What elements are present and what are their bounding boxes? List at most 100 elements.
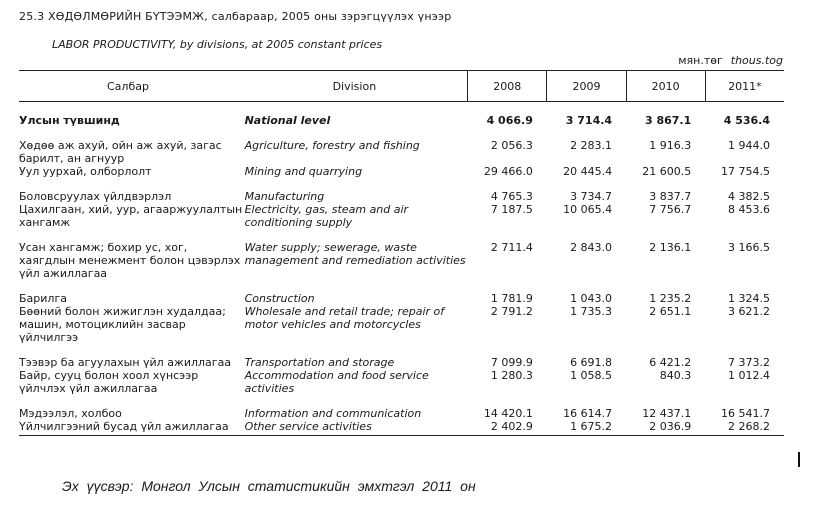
division-name-mn: Боловсруулах үйлдвэрлэл: [19, 190, 172, 203]
value-cell: 17 754.5: [721, 165, 770, 178]
value-cell: 12 437.1: [642, 407, 692, 420]
table-row: Барилга Construction 1 781.9 1 043.0 1 235.2…: [19, 280, 784, 305]
division-name-mn: Мэдээлэл, холбоо: [19, 407, 122, 420]
table-row: Бөөний болон жижиглэн худалдаа; машин, м…: [19, 305, 784, 344]
division-name-mn: Тээвэр ба агуулахын үйл ажиллагаа: [19, 356, 232, 369]
value-cell: 2 268.2: [705, 420, 784, 436]
value-cell: 21 600.5: [642, 165, 692, 178]
value-cell: 3 867.1: [644, 114, 692, 127]
division-name-mn: Бөөний болон жижиглэн худалдаа; машин, м…: [19, 305, 226, 344]
division-name-en: Mining and quarrying: [244, 165, 363, 178]
value-cell: 29 466.0: [483, 165, 533, 178]
table-row: Байр, сууц болон хоол хүнсээр үйлчлэх үй…: [19, 369, 784, 395]
division-name-en: Other service activities: [244, 420, 468, 436]
value-cell: 14 420.1: [483, 407, 533, 420]
value-cell: 1 280.3: [490, 369, 533, 382]
value-cell: 1 735.3: [570, 305, 613, 318]
division-name-en: Water supply; sewerage, waste management…: [244, 241, 466, 267]
header-year: 2010: [625, 70, 706, 102]
division-name-mn: Үйлчилгээний бусад үйл ажиллагаа: [19, 420, 245, 436]
division-name-en: Information and communication: [244, 407, 422, 420]
value-cell: 8 453.6: [728, 203, 770, 216]
division-name-en: Wholesale and retail trade; repair of mo…: [244, 305, 445, 331]
table-row: Боловсруулах үйлдвэрлэл Manufacturing 4 76…: [19, 178, 784, 203]
division-name-en: Electricity, gas, steam and air conditio…: [244, 203, 409, 229]
header-division-mn: Салбар: [19, 70, 245, 102]
table-body: Улсын түвшинд National level 4 066.9 3 714.…: [19, 102, 784, 436]
table-row: Цахилгаан, хий, уур, агааржуулалтын ханг…: [19, 203, 784, 229]
value-cell: 3 621.2: [728, 305, 770, 318]
table-row: Мэдээлэл, холбоо Information and communic…: [19, 395, 784, 420]
value-cell: 3 734.7: [570, 190, 613, 203]
value-cell: 7 373.2: [728, 356, 770, 369]
division-name-en: National level: [244, 114, 331, 127]
value-cell: 1 944.0: [728, 139, 770, 152]
text-cursor: [798, 452, 800, 467]
value-cell: 2 651.1: [649, 305, 692, 318]
value-cell: 2 791.2: [490, 305, 533, 318]
table-title: 25.3 ХӨДӨЛМӨРИЙН БҮТЭЭМЖ, салбараар, 200…: [19, 10, 452, 23]
value-cell: 4 382.5: [728, 190, 770, 203]
table-header-row: Салбар Division 2008 2009 2010 2011*: [19, 70, 784, 102]
header-year: 2009: [546, 70, 627, 102]
productivity-table: Салбар Division 2008 2009 2010 2011* Улс…: [19, 70, 784, 436]
value-cell: 840.3: [659, 369, 692, 382]
division-name-mn: Байр, сууц болон хоол хүнсээр үйлчлэх үй…: [19, 369, 199, 395]
value-cell: 20 445.4: [563, 165, 613, 178]
division-name-mn: Уул уурхай, олборлолт: [19, 165, 152, 178]
units-label: мян.төг thous.tog: [678, 54, 783, 67]
header-division-en: Division: [244, 70, 468, 102]
table-row: Усан хангамж; бохир ус, хог, хаягдлын ме…: [19, 229, 784, 280]
division-name-en: Accommodation and food service activitie…: [244, 369, 429, 395]
value-cell: 4 066.9: [486, 114, 533, 127]
value-cell: 4 765.3: [490, 190, 533, 203]
division-name-mn: Улсын түвшинд: [19, 114, 120, 127]
units-mn: мян.төг: [678, 54, 723, 67]
division-name-en: Manufacturing: [244, 190, 325, 203]
table-row-total: Улсын түвшинд National level 4 066.9 3 714.…: [19, 102, 784, 128]
value-cell: 3 714.4: [565, 114, 613, 127]
table-row: Уул уурхай, олборлолт Mining and quarryin…: [19, 165, 784, 178]
value-cell: 6 691.8: [570, 356, 613, 369]
header-year: 2011*: [704, 70, 784, 102]
source-note: Эх үүсвэр: Монгол Улсын статистикийн эмх…: [62, 478, 476, 494]
value-cell: 1 058.5: [570, 369, 613, 382]
value-cell: 1 043.0: [570, 292, 613, 305]
division-name-mn: Цахилгаан, хий, уур, агааржуулалтын ханг…: [19, 203, 243, 229]
value-cell: 2 711.4: [490, 241, 533, 254]
header-year: 2008: [467, 70, 547, 102]
division-name-en: Transportation and storage: [244, 356, 395, 369]
value-cell: 2 843.0: [570, 241, 613, 254]
table-subtitle: LABOR PRODUCTIVITY, by divisions, at 200…: [52, 38, 383, 51]
value-cell: 16 541.7: [721, 407, 770, 420]
units-en: thous.tog: [730, 54, 783, 67]
value-cell: 1 324.5: [728, 292, 770, 305]
value-cell: 4 536.4: [723, 114, 770, 127]
value-cell: 1 781.9: [490, 292, 533, 305]
value-cell: 7 099.9: [490, 356, 533, 369]
division-name-en: Construction: [244, 292, 315, 305]
value-cell: 2 136.1: [649, 241, 692, 254]
value-cell: 2 056.3: [490, 139, 533, 152]
value-cell: 3 166.5: [728, 241, 770, 254]
division-name-mn: Барилга: [19, 292, 67, 305]
division-name-mn: Усан хангамж; бохир ус, хог, хаягдлын ме…: [19, 241, 241, 280]
value-cell: 16 614.7: [563, 407, 613, 420]
value-cell: 1 012.4: [728, 369, 770, 382]
value-cell: 1 235.2: [649, 292, 692, 305]
table-row: Хөдөө аж ахуй, ойн аж ахуй, загас барилт…: [19, 127, 784, 165]
division-name-mn: Хөдөө аж ахуй, ойн аж ахуй, загас барилт…: [19, 139, 222, 165]
division-name-en: Agriculture, forestry and fishing: [244, 139, 420, 152]
value-cell: 2 283.1: [570, 139, 613, 152]
value-cell: 2 402.9: [467, 420, 547, 436]
value-cell: 3 837.7: [649, 190, 692, 203]
value-cell: 1 675.2: [546, 420, 627, 436]
value-cell: 7 756.7: [649, 203, 692, 216]
table-row: Үйлчилгээний бусад үйл ажиллагаа Other se…: [19, 420, 784, 436]
value-cell: 1 916.3: [649, 139, 692, 152]
table-row: Тээвэр ба агуулахын үйл ажиллагаа Transpo…: [19, 344, 784, 369]
value-cell: 6 421.2: [649, 356, 692, 369]
value-cell: 2 036.9: [626, 420, 706, 436]
value-cell: 7 187.5: [490, 203, 533, 216]
value-cell: 10 065.4: [563, 203, 613, 216]
